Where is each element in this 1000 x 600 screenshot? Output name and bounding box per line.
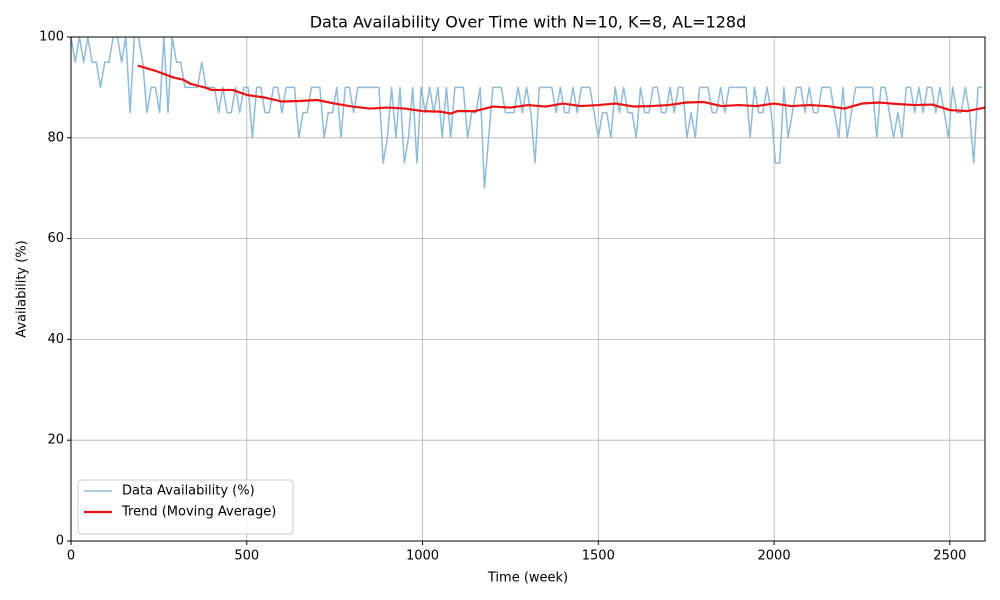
plot-frame xyxy=(70,36,986,542)
x-tick-label: 0 xyxy=(67,549,75,564)
y-tick-label: 20 xyxy=(47,433,64,448)
y-tick-label: 60 xyxy=(47,231,64,246)
data-line xyxy=(137,64,985,115)
x-axis-label: Time (week) xyxy=(487,571,568,586)
y-tick-label: 100 xyxy=(39,30,64,45)
y-tick-label: 0 xyxy=(56,534,64,549)
y-tick-label: 40 xyxy=(47,332,64,347)
chart-title: Data Availability Over Time with N=10, K… xyxy=(310,13,747,32)
data-line xyxy=(71,37,983,189)
x-tick-label: 1500 xyxy=(582,549,615,564)
x-tick-label: 1000 xyxy=(406,549,439,564)
x-tick-label: 2000 xyxy=(758,549,791,564)
x-tick-label: 2500 xyxy=(933,549,966,564)
legend-label: Data Availability (%) xyxy=(122,484,255,499)
x-tick-label: 500 xyxy=(234,549,259,564)
y-axis-label: Availability (%) xyxy=(15,240,30,338)
y-tick-label: 80 xyxy=(47,130,64,145)
legend-box xyxy=(77,479,294,535)
legend-label: Trend (Moving Average) xyxy=(121,505,276,520)
